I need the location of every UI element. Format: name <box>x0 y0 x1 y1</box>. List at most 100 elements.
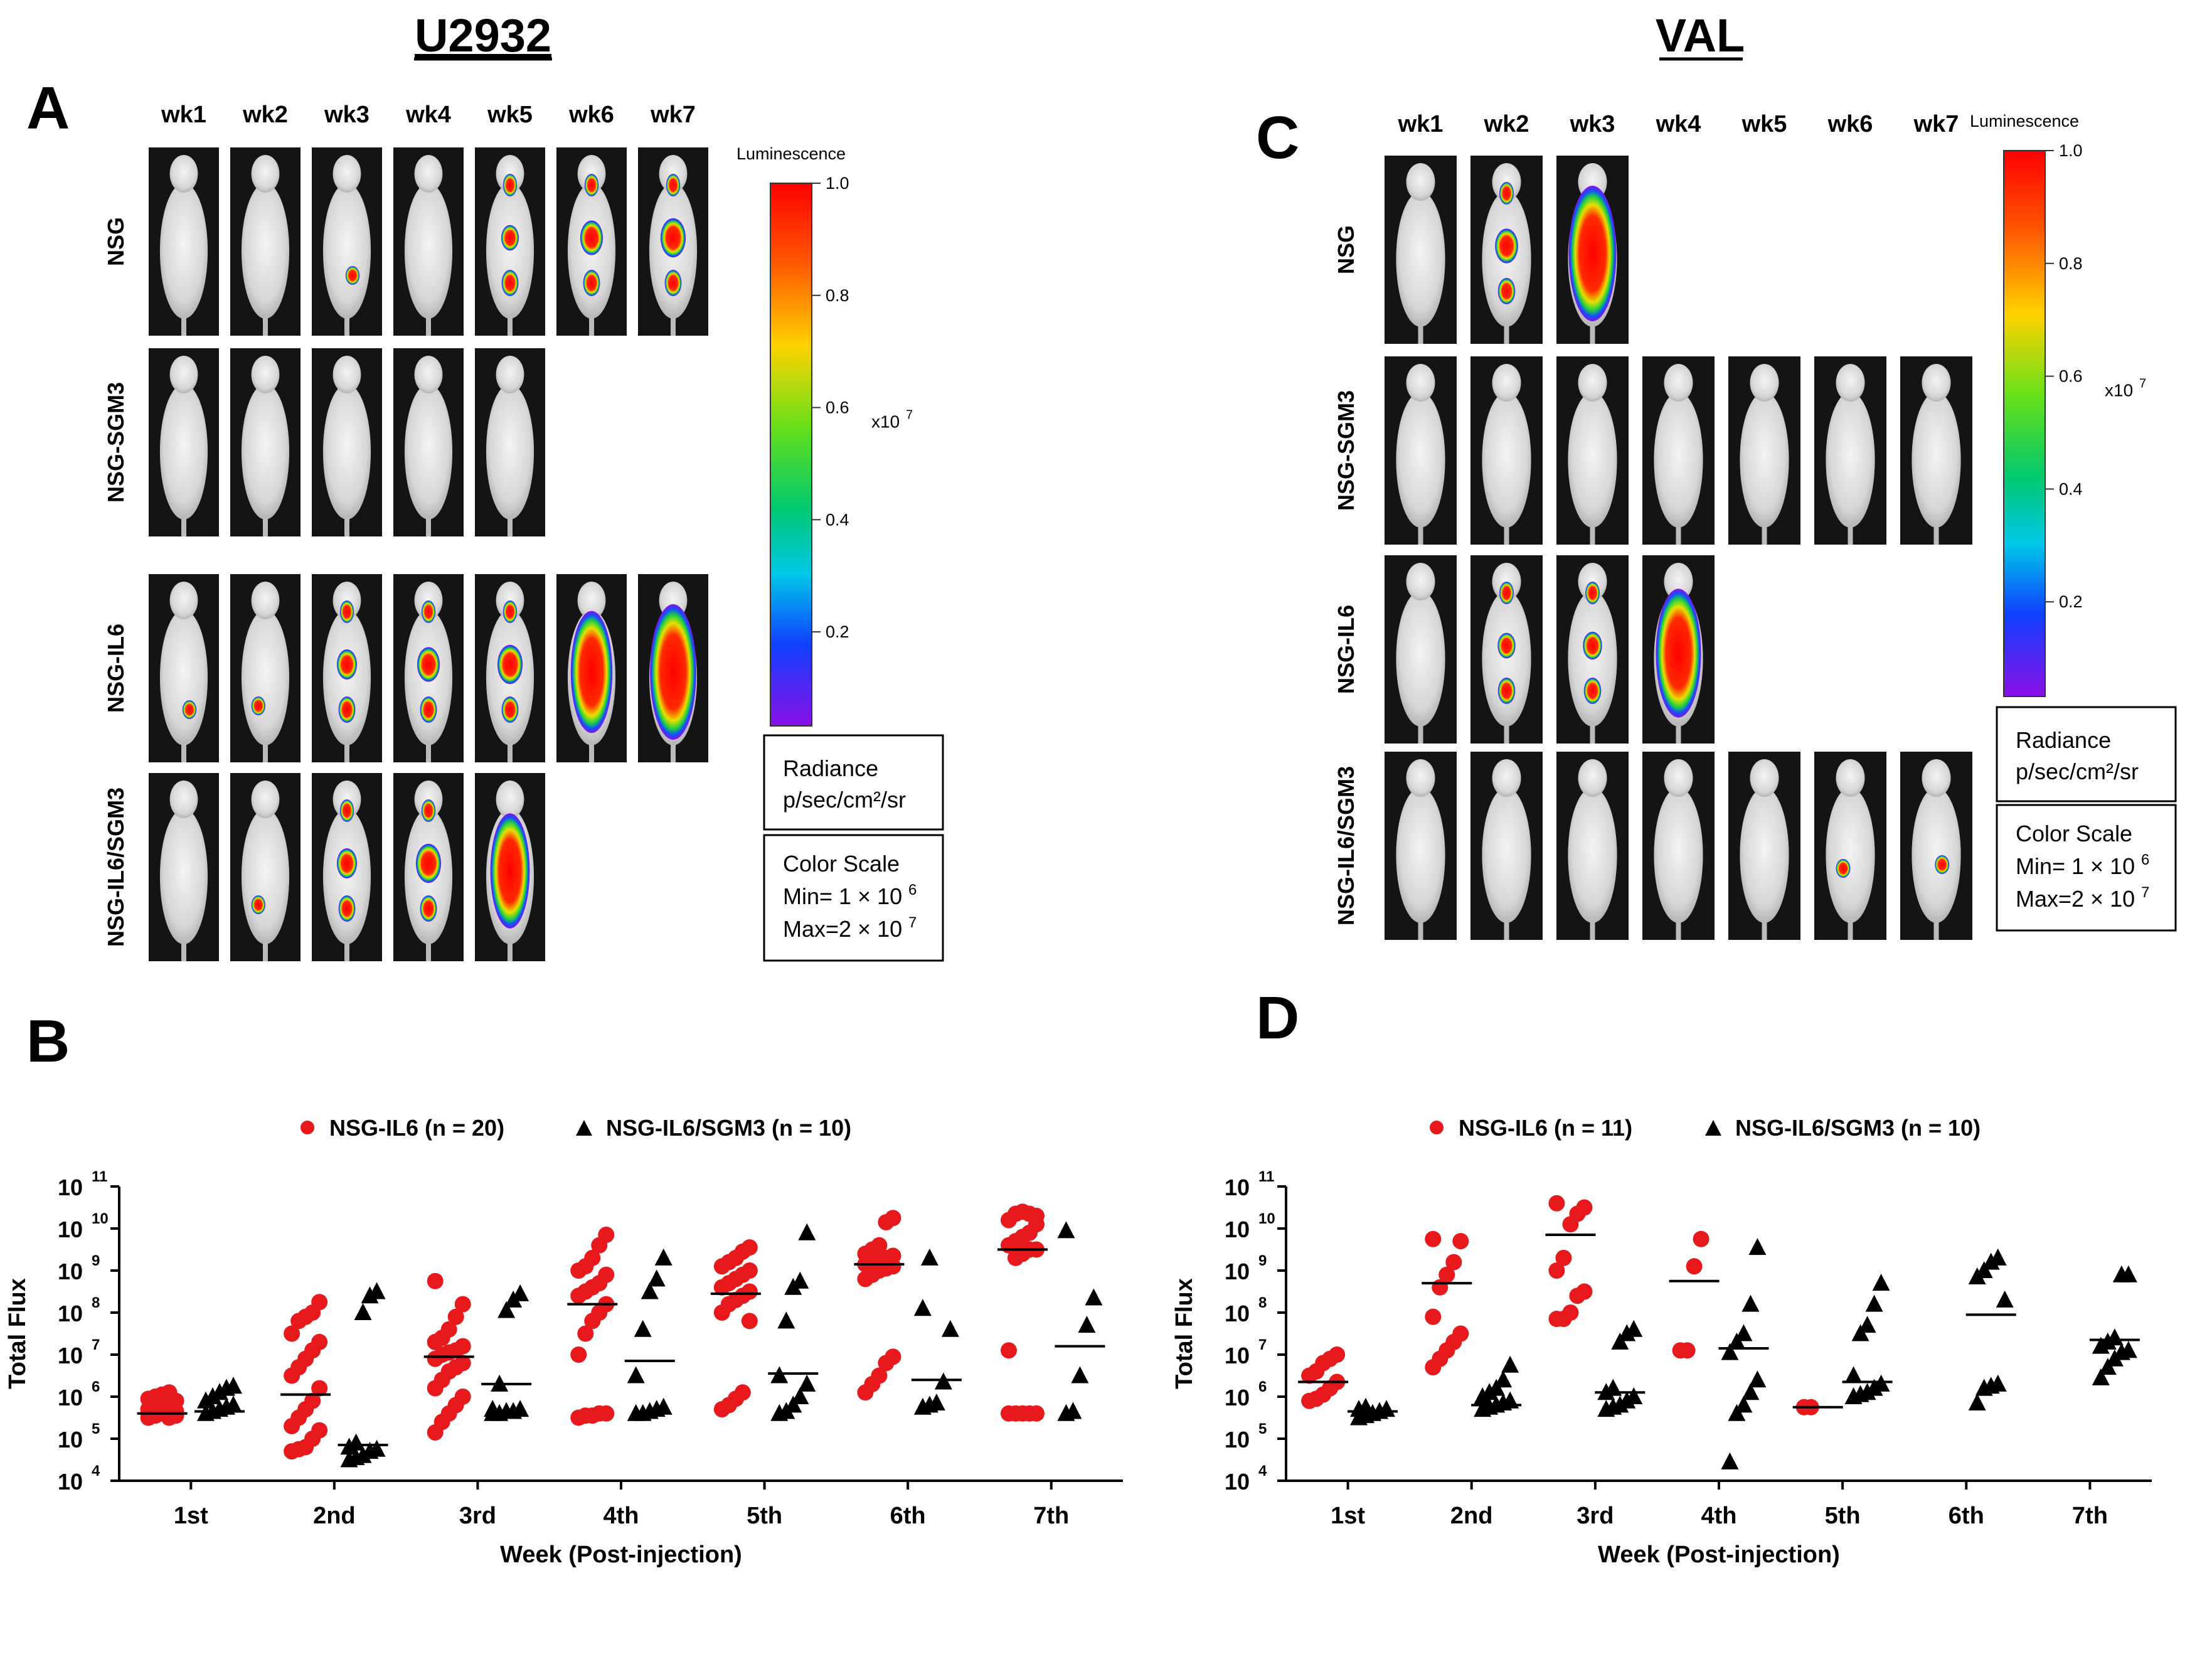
mouse-body <box>1568 392 1617 528</box>
mouse-tail <box>344 942 349 961</box>
mouse-head <box>1922 364 1951 402</box>
y-tick-exponent: 11 <box>92 1168 107 1185</box>
legend-label: NSG-IL6 (n = 11) <box>1459 1115 1632 1141</box>
mouse-tail <box>344 317 349 336</box>
data-point-circle <box>1028 1405 1045 1422</box>
legend-label: NSG-IL6 (n = 20) <box>329 1115 504 1141</box>
data-point-circle <box>1425 1230 1442 1247</box>
data-point-circle <box>1329 1346 1346 1363</box>
mouse-body <box>1482 392 1531 528</box>
x-tick-label: 5th <box>747 1503 782 1529</box>
data-point-triangle <box>654 1248 673 1266</box>
mouse-tail <box>263 518 268 536</box>
week-label: wk3 <box>324 102 370 128</box>
imaging-panel-right: wk1 wk2 wk3 wk4 wk5 wk6 wk7 NSG NSG-SGM3 NSG-IL6 N… <box>1333 111 1972 940</box>
mouse-tail <box>1933 921 1939 940</box>
mouse-body <box>241 809 290 944</box>
luminescence-signal <box>251 696 265 715</box>
data-point-triangle <box>1071 1366 1089 1383</box>
mouse-body <box>486 384 534 520</box>
y-tick-exponent: 8 <box>92 1294 100 1311</box>
data-point-triangle <box>777 1311 795 1329</box>
mouse-body <box>159 183 208 319</box>
data-point-circle <box>1452 1233 1469 1250</box>
mouse-body <box>241 183 290 319</box>
mouse-tail <box>1504 325 1509 344</box>
luminescence-signal <box>345 266 360 285</box>
data-point-circle <box>1438 1266 1455 1283</box>
week-label: wk7 <box>650 102 696 128</box>
data-point-triangle <box>647 1269 666 1287</box>
data-point-triangle <box>798 1374 816 1392</box>
data-point-circle <box>1576 1283 1593 1300</box>
y-tick-exponent: 7 <box>92 1336 100 1353</box>
luminescence-signal <box>1495 228 1518 264</box>
data-point-circle <box>454 1338 471 1355</box>
luminescence-signal <box>336 649 358 680</box>
x-tick-label: 7th <box>2072 1503 2108 1529</box>
luminescence-signal <box>1568 186 1617 321</box>
data-point-triangle <box>225 1377 242 1394</box>
colorbar-tick-label: 0.4 <box>2059 479 2083 498</box>
y-tick-base: 10 <box>1225 1217 1250 1242</box>
luminescence-signal <box>1935 855 1950 874</box>
mouse-body <box>241 610 290 745</box>
x-tick-label: 3rd <box>459 1503 496 1529</box>
data-point-circle <box>1693 1230 1710 1247</box>
luminescence-signal <box>251 895 265 914</box>
mouse-head <box>332 155 361 193</box>
y-tick-exponent: 10 <box>1258 1210 1275 1227</box>
data-point-circle <box>311 1380 328 1397</box>
luminescence-signal <box>420 895 437 922</box>
mouse-tail <box>671 317 676 336</box>
data-point-triangle <box>1625 1319 1643 1337</box>
data-point-triangle <box>2119 1341 2137 1358</box>
colorbar-tick-label: 1.0 <box>2059 141 2083 160</box>
colorbar-title: Luminescence <box>736 144 846 163</box>
panel-label-b: B <box>26 1008 70 1075</box>
colorbar-tick-label: 1.0 <box>826 174 849 193</box>
radiance-box <box>1996 706 2177 802</box>
data-point-triangle <box>627 1366 645 1383</box>
mouse-body <box>1568 787 1617 923</box>
colorbar-multiplier-exponent: 7 <box>2139 377 2146 391</box>
color-scale-title: Color Scale <box>2016 821 2132 846</box>
mouse-tail <box>1418 526 1423 545</box>
mouse-head <box>1836 759 1865 797</box>
mouse-head <box>251 356 280 393</box>
radiance-units: p/sec/cm²/sr <box>783 787 906 813</box>
y-tick-exponent: 10 <box>92 1210 109 1227</box>
week-label: wk4 <box>1656 111 1701 137</box>
panel-label-d: D <box>1256 984 1299 1052</box>
legend-marker-circle <box>1430 1121 1444 1134</box>
data-point-triangle <box>941 1319 959 1337</box>
mouse-head <box>251 781 280 818</box>
data-point-triangle <box>484 1400 502 1417</box>
luminescence-signal <box>182 700 197 719</box>
data-point-circle <box>885 1247 901 1264</box>
luminescence-signal <box>1497 632 1516 659</box>
data-point-triangle <box>1968 1394 1986 1411</box>
data-point-circle <box>1028 1207 1045 1224</box>
mouse-tail <box>508 744 513 762</box>
mouse-head <box>1492 759 1521 797</box>
y-tick-exponent: 6 <box>92 1378 100 1395</box>
mouse-head <box>1492 364 1521 402</box>
legend-marker-circle <box>300 1121 314 1134</box>
mouse-tail <box>1676 725 1681 744</box>
y-tick-exponent: 4 <box>92 1463 100 1479</box>
luminescence-signal <box>339 600 354 623</box>
data-point-triangle <box>1748 1370 1767 1388</box>
data-point-circle <box>1445 1254 1462 1271</box>
mouse-tail <box>426 942 431 961</box>
mouse-body <box>1396 191 1445 327</box>
luminescence-signal <box>501 270 519 296</box>
x-axis-label: Week (Post-injection) <box>1598 1542 1840 1568</box>
mouse-tail <box>181 942 186 961</box>
luminescence-signal <box>338 895 356 922</box>
data-point-circle <box>161 1384 178 1401</box>
week-label: wk2 <box>242 102 288 128</box>
y-tick-exponent: 5 <box>1258 1421 1267 1437</box>
y-tick-exponent: 9 <box>92 1252 100 1269</box>
data-point-triangle <box>1989 1248 2007 1266</box>
